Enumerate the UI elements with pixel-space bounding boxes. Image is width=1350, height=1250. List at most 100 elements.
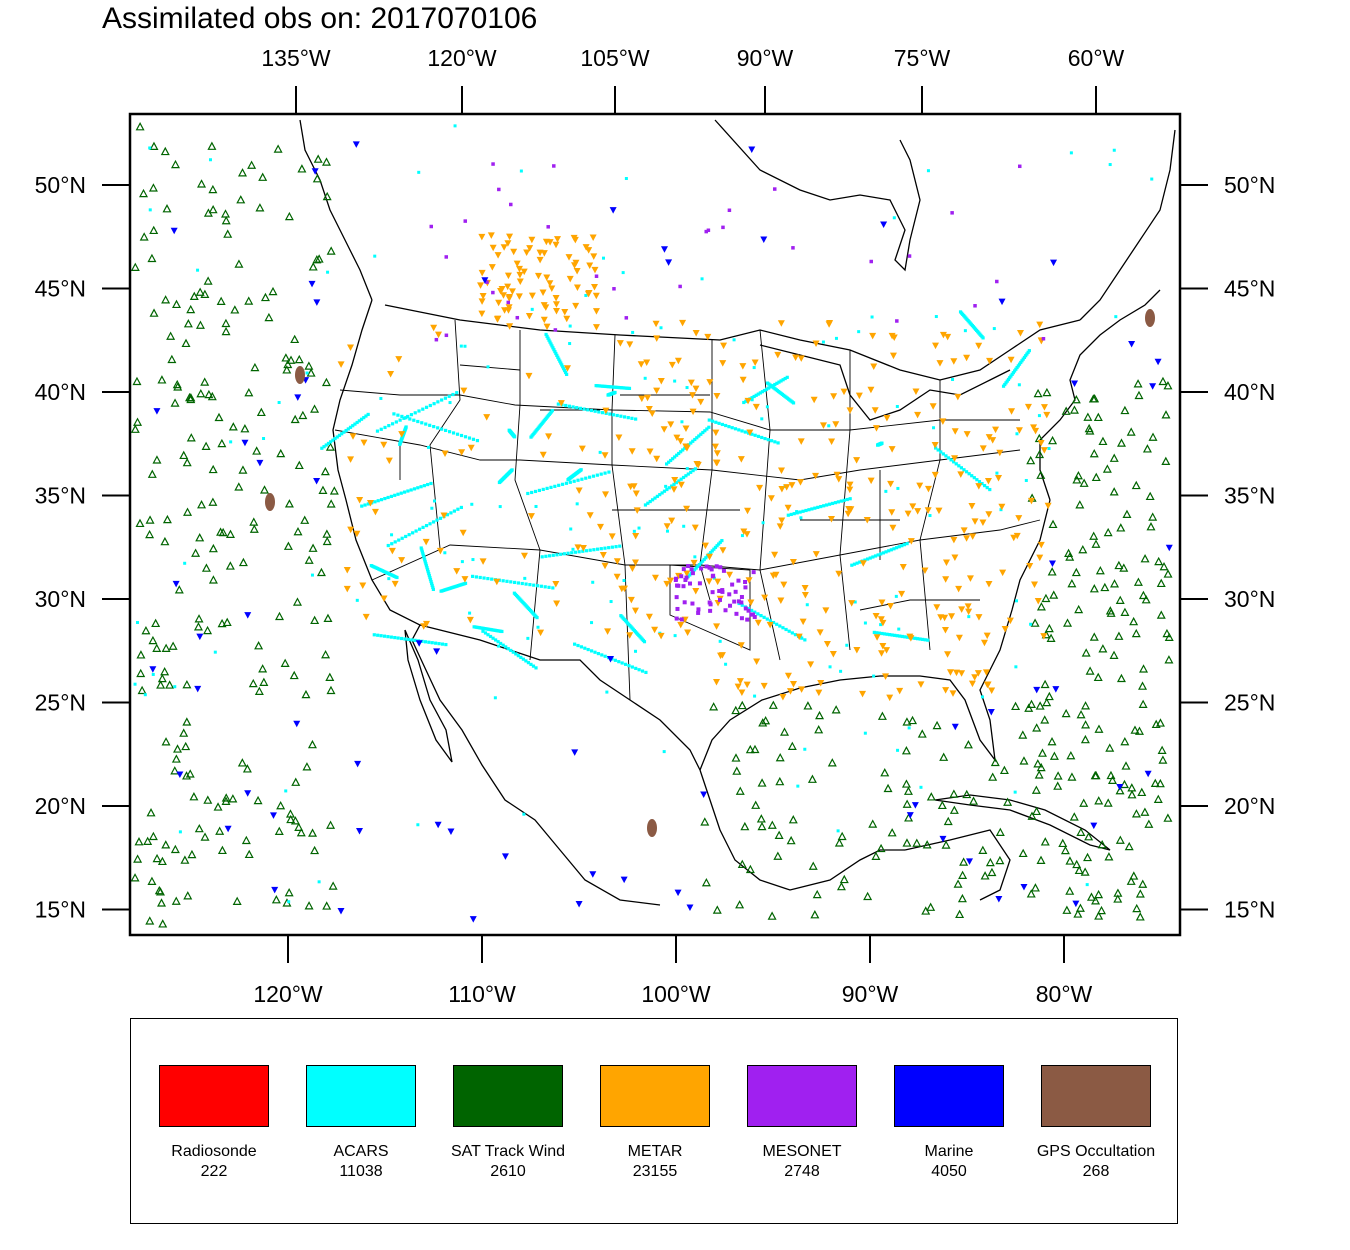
acars-marker xyxy=(905,635,910,639)
sat-track-wind-marker xyxy=(988,772,998,781)
metar-marker xyxy=(1015,427,1023,434)
metar-marker xyxy=(719,547,727,554)
sat-track-wind-marker xyxy=(161,737,171,746)
metar-marker xyxy=(528,292,536,300)
acars-marker xyxy=(413,638,417,642)
acars-marker xyxy=(855,561,859,565)
acars-marker xyxy=(432,425,436,429)
metar-marker xyxy=(883,647,891,654)
sat-track-wind-marker xyxy=(1106,608,1116,617)
sat-track-wind-marker xyxy=(868,819,878,828)
sat-track-wind-marker xyxy=(149,225,159,235)
sat-track-wind-marker xyxy=(1116,673,1126,683)
metar-marker xyxy=(917,681,925,688)
sat-track-wind-marker xyxy=(932,720,942,730)
sat-track-wind-marker xyxy=(316,567,326,577)
acars-marker xyxy=(557,357,561,361)
metar-marker xyxy=(942,559,950,567)
metar-marker xyxy=(571,236,579,244)
sat-track-wind-marker xyxy=(761,715,771,725)
acars-marker xyxy=(324,443,328,447)
acars-marker xyxy=(983,484,987,488)
metar-marker xyxy=(844,510,852,518)
acars-marker xyxy=(568,324,572,328)
sat-track-wind-marker xyxy=(1060,845,1070,855)
metar-marker xyxy=(499,292,507,299)
acars-marker xyxy=(944,454,948,458)
sat-track-wind-marker xyxy=(1030,618,1040,627)
acars-marker xyxy=(326,270,330,274)
acars-marker xyxy=(714,420,718,424)
metar-marker xyxy=(697,398,705,406)
sat-track-wind-marker xyxy=(160,666,170,676)
sat-track-wind-marker xyxy=(901,779,911,788)
metar-marker xyxy=(632,532,640,540)
sat-track-wind-marker xyxy=(148,831,158,841)
metar-marker xyxy=(645,613,653,621)
mesonet-marker xyxy=(675,606,680,611)
sat-track-wind-marker xyxy=(756,814,766,823)
metar-marker xyxy=(643,359,651,367)
metar-marker xyxy=(667,421,675,428)
metar-marker xyxy=(670,486,678,493)
metar-marker xyxy=(552,307,560,315)
metar-marker xyxy=(778,517,786,525)
acars-marker xyxy=(771,620,776,625)
acars-marker xyxy=(497,644,501,648)
metar-marker xyxy=(950,358,958,365)
mesonet-marker xyxy=(733,589,738,594)
baja-outline xyxy=(404,629,453,763)
sat-track-wind-marker xyxy=(1042,387,1052,397)
acars-marker xyxy=(431,520,436,524)
sat-track-wind-marker xyxy=(1121,761,1131,770)
sat-track-wind-marker xyxy=(189,291,199,301)
sat-track-wind-marker xyxy=(276,801,286,810)
metar-marker xyxy=(671,476,679,484)
acars-marker xyxy=(701,430,705,435)
acars-marker xyxy=(599,547,603,551)
acars-marker xyxy=(921,637,925,642)
metar-marker xyxy=(504,272,512,280)
metar-marker xyxy=(904,510,912,518)
metar-marker xyxy=(1008,408,1016,415)
metar-marker xyxy=(582,244,590,251)
acars-marker xyxy=(858,560,862,564)
metar-marker xyxy=(807,661,815,668)
metar-marker xyxy=(963,431,971,438)
sat-track-wind-marker xyxy=(1089,531,1099,540)
metar-marker xyxy=(966,575,974,582)
acars-marker xyxy=(506,647,510,651)
acars-marker xyxy=(597,410,601,414)
acars-marker xyxy=(369,564,373,568)
gps-occultation-marker xyxy=(647,819,657,837)
acars-marker xyxy=(897,545,901,549)
sat-track-wind-marker xyxy=(323,613,333,623)
metar-marker xyxy=(833,471,841,479)
acars-marker xyxy=(892,216,896,220)
sat-track-wind-marker xyxy=(148,635,158,645)
metar-marker xyxy=(769,572,777,580)
metar-marker xyxy=(679,319,687,327)
marine-marker xyxy=(748,146,756,154)
west-coast-outline xyxy=(332,299,661,906)
metar-marker xyxy=(552,581,560,588)
acars-marker xyxy=(284,789,288,793)
sat-track-wind-marker xyxy=(1158,755,1168,764)
sat-track-wind-marker xyxy=(1114,560,1124,570)
acars-marker xyxy=(1003,382,1007,387)
sat-track-wind-marker xyxy=(203,795,213,804)
metar-marker xyxy=(505,294,513,301)
sat-track-wind-marker xyxy=(1146,522,1156,531)
map-plot-area[interactable] xyxy=(128,112,1182,937)
sat-track-wind-marker xyxy=(1145,491,1155,501)
metar-marker xyxy=(914,508,922,515)
acars-marker xyxy=(588,548,592,552)
acars-marker xyxy=(660,491,664,495)
acars-marker xyxy=(491,636,495,640)
metar-marker xyxy=(879,619,887,627)
mesonet-marker xyxy=(717,588,722,593)
metar-marker xyxy=(648,410,656,418)
acars-marker xyxy=(1010,372,1014,376)
acars-marker xyxy=(884,489,888,493)
